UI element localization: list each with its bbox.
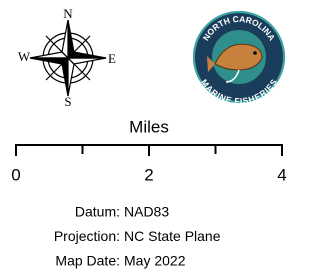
scale-bar: 0 2 4 bbox=[11, 144, 286, 184]
metadata-label: Datum: bbox=[75, 204, 120, 220]
scale-tick-label: 2 bbox=[144, 165, 153, 184]
scale-tick-label: 0 bbox=[11, 165, 20, 184]
scale-tick-label: 4 bbox=[277, 165, 286, 184]
map-legend: N E S W NORTH CAROLINA MARINE FISHERIES … bbox=[0, 0, 299, 270]
scale-unit: Miles bbox=[129, 117, 169, 136]
compass-west: W bbox=[18, 49, 31, 64]
page: {"compass": {"north": "N", "east": "E", … bbox=[0, 0, 320, 270]
compass-rose bbox=[30, 20, 106, 96]
compass-east: E bbox=[108, 51, 116, 66]
compass-north: N bbox=[63, 6, 73, 21]
logo: NORTH CAROLINA MARINE FISHERIES bbox=[193, 11, 285, 106]
compass-south: S bbox=[64, 94, 71, 109]
metadata-value: NAD83 bbox=[124, 204, 169, 220]
metadata-label: Map Date: bbox=[55, 253, 120, 269]
metadata-value: NC State Plane bbox=[124, 228, 221, 244]
metadata-label: Projection: bbox=[54, 228, 120, 244]
metadata-value: May 2022 bbox=[124, 253, 186, 269]
